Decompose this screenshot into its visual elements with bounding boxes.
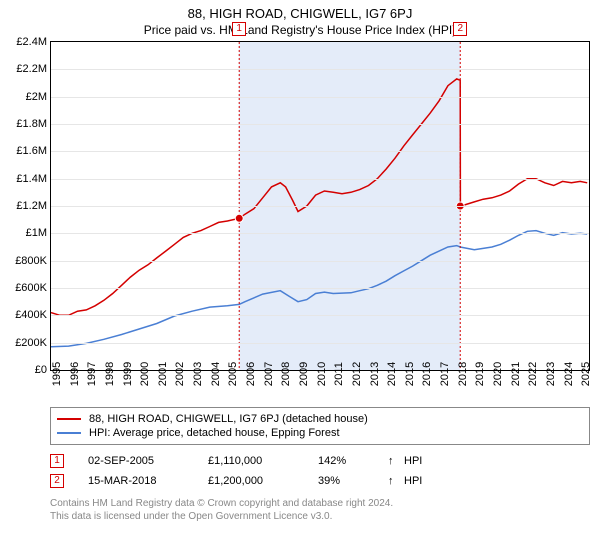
x-axis-label: 2002	[174, 362, 186, 386]
gridline	[51, 124, 589, 125]
x-axis-label: 2024	[563, 362, 575, 386]
sales-row-marker: 2	[50, 474, 64, 488]
sale-marker-label: 1	[232, 22, 246, 36]
sales-table-row: 1 02-SEP-2005£1,110,000142%↑ HPI	[50, 451, 590, 471]
x-axis-label: 2006	[245, 362, 257, 386]
y-axis-label: £400K	[15, 309, 47, 321]
x-axis-label: 2018	[457, 362, 469, 386]
footnote-line-1: Contains HM Land Registry data © Crown c…	[50, 497, 590, 510]
y-axis-label: £1.6M	[16, 145, 47, 157]
chart-title: 88, HIGH ROAD, CHIGWELL, IG7 6PJ	[0, 0, 600, 21]
sales-row-arrow-icon: ↑	[388, 475, 400, 487]
x-axis-label: 1998	[104, 362, 116, 386]
y-axis-label: £200K	[15, 337, 47, 349]
x-axis-label: 2003	[192, 362, 204, 386]
gridline	[51, 343, 589, 344]
legend-swatch	[57, 418, 81, 420]
chart-subtitle: Price paid vs. HM Land Registry's House …	[0, 21, 600, 41]
x-axis-label: 2023	[545, 362, 557, 386]
x-axis-label: 2010	[316, 362, 328, 386]
chart-legend: 88, HIGH ROAD, CHIGWELL, IG7 6PJ (detach…	[50, 407, 590, 445]
x-axis-label: 2016	[421, 362, 433, 386]
legend-row: 88, HIGH ROAD, CHIGWELL, IG7 6PJ (detach…	[57, 412, 583, 426]
sales-table-row: 2 15-MAR-2018£1,200,00039%↑ HPI	[50, 471, 590, 491]
x-axis-label: 2013	[369, 362, 381, 386]
y-axis-label: £0	[35, 364, 47, 376]
y-axis-label: £1M	[26, 227, 47, 239]
x-axis-label: 2008	[280, 362, 292, 386]
x-axis-label: 2014	[386, 362, 398, 386]
x-axis-label: 2019	[474, 362, 486, 386]
y-axis-label: £1.2M	[16, 200, 47, 212]
gridline	[51, 69, 589, 70]
x-axis-label: 2009	[298, 362, 310, 386]
x-axis-label: 2022	[527, 362, 539, 386]
gridline	[51, 206, 589, 207]
y-axis-label: £600K	[15, 282, 47, 294]
sales-row-suffix: HPI	[404, 455, 422, 467]
x-axis-label: 2007	[263, 362, 275, 386]
sales-row-date: 02-SEP-2005	[88, 455, 208, 467]
legend-swatch	[57, 432, 81, 434]
footnote-line-2: This data is licensed under the Open Gov…	[50, 510, 590, 523]
x-axis-label: 2001	[157, 362, 169, 386]
sales-row-price: £1,110,000	[208, 455, 318, 467]
x-axis-label: 2017	[439, 362, 451, 386]
gridline	[51, 315, 589, 316]
gridline	[51, 261, 589, 262]
x-axis-label: 1999	[122, 362, 134, 386]
x-axis-label: 2000	[139, 362, 151, 386]
x-axis-label: 2011	[333, 362, 345, 386]
chart-plot-area: £0£200K£400K£600K£800K£1M£1.2M£1.4M£1.6M…	[50, 41, 590, 371]
legend-row: HPI: Average price, detached house, Eppi…	[57, 426, 583, 440]
y-axis-label: £2M	[26, 91, 47, 103]
x-axis-label: 2005	[227, 362, 239, 386]
x-axis-label: 2020	[492, 362, 504, 386]
sale-marker-dot	[235, 214, 243, 222]
sales-row-suffix: HPI	[404, 475, 422, 487]
y-axis-label: £2.2M	[16, 63, 47, 75]
sale-marker-label: 2	[453, 22, 467, 36]
sales-row-date: 15-MAR-2018	[88, 475, 208, 487]
legend-label: HPI: Average price, detached house, Eppi…	[89, 427, 340, 439]
x-axis-label: 2021	[510, 362, 522, 386]
footnote: Contains HM Land Registry data © Crown c…	[50, 497, 590, 523]
y-axis-label: £800K	[15, 255, 47, 267]
x-axis-label: 1995	[51, 362, 63, 386]
sales-table: 1 02-SEP-2005£1,110,000142%↑ HPI 2 15-MAR-20…	[50, 451, 590, 491]
gridline	[51, 151, 589, 152]
sales-row-marker: 1	[50, 454, 64, 468]
y-axis-label: £1.4M	[16, 173, 47, 185]
gridline	[51, 179, 589, 180]
gridline	[51, 233, 589, 234]
y-axis-label: £2.4M	[16, 36, 47, 48]
x-axis-label: 2012	[351, 362, 363, 386]
y-axis-label: £1.8M	[16, 118, 47, 130]
sales-row-arrow-icon: ↑	[388, 455, 400, 467]
x-axis-label: 2015	[404, 362, 416, 386]
x-axis-label: 2004	[210, 362, 222, 386]
sales-row-price: £1,200,000	[208, 475, 318, 487]
sales-row-pct: 142%	[318, 455, 388, 467]
gridline	[51, 288, 589, 289]
sales-row-pct: 39%	[318, 475, 388, 487]
x-axis-label: 2025	[580, 362, 592, 386]
x-axis-label: 1996	[69, 362, 81, 386]
legend-label: 88, HIGH ROAD, CHIGWELL, IG7 6PJ (detach…	[89, 413, 368, 425]
x-axis-label: 1997	[86, 362, 98, 386]
gridline	[51, 97, 589, 98]
